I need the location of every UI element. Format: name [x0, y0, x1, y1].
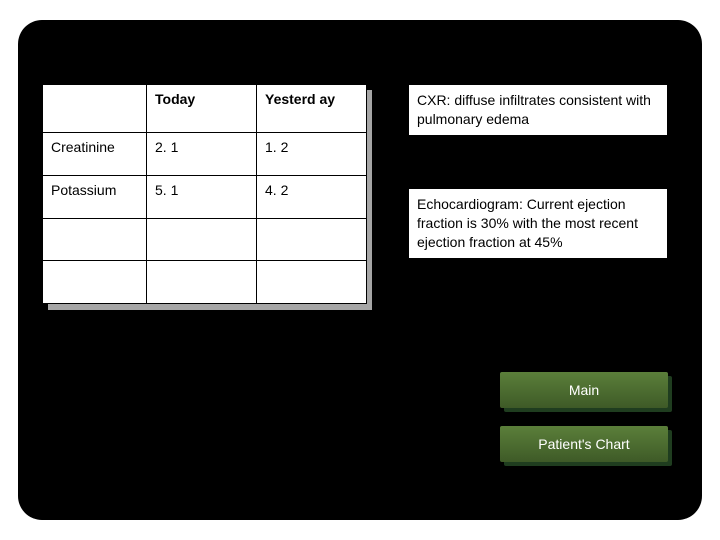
nav-label: Patient's Chart	[538, 436, 629, 452]
table-header-yesterday: Yesterd ay	[257, 85, 367, 133]
note-echocardiogram: Echocardiogram: Current ejection fractio…	[408, 188, 668, 259]
nav-main-button[interactable]: Main	[500, 372, 674, 412]
cell-yesterday: 4. 2	[257, 175, 367, 218]
nav-area: Main Patient's Chart	[464, 372, 674, 480]
table-header-today: Today	[147, 85, 257, 133]
table-row: Potassium 5. 1 4. 2	[43, 175, 367, 218]
table-row: Creatinine 2. 1 1. 2	[43, 133, 367, 176]
section-title: Diagnostic Tests:	[42, 52, 163, 70]
nav-label: Main	[569, 382, 599, 398]
cell-yesterday: 1. 2	[257, 133, 367, 176]
row-label: Potassium	[43, 175, 147, 218]
table-row-empty	[43, 218, 367, 261]
row-label: Creatinine	[43, 133, 147, 176]
table-header-row: Today Yesterd ay	[43, 85, 367, 133]
note-cxr: CXR: diffuse infiltrates consistent with…	[408, 84, 668, 136]
lab-results-table: Today Yesterd ay Creatinine 2. 1 1. 2 Po…	[42, 84, 367, 304]
table-header-blank	[43, 85, 147, 133]
cell-today: 5. 1	[147, 175, 257, 218]
cell-today: 2. 1	[147, 133, 257, 176]
nav-patients-chart-button[interactable]: Patient's Chart	[500, 426, 674, 466]
content-area: Diagnostic Tests: Today Yesterd ay Creat…	[36, 52, 684, 520]
table-row-empty	[43, 261, 367, 304]
